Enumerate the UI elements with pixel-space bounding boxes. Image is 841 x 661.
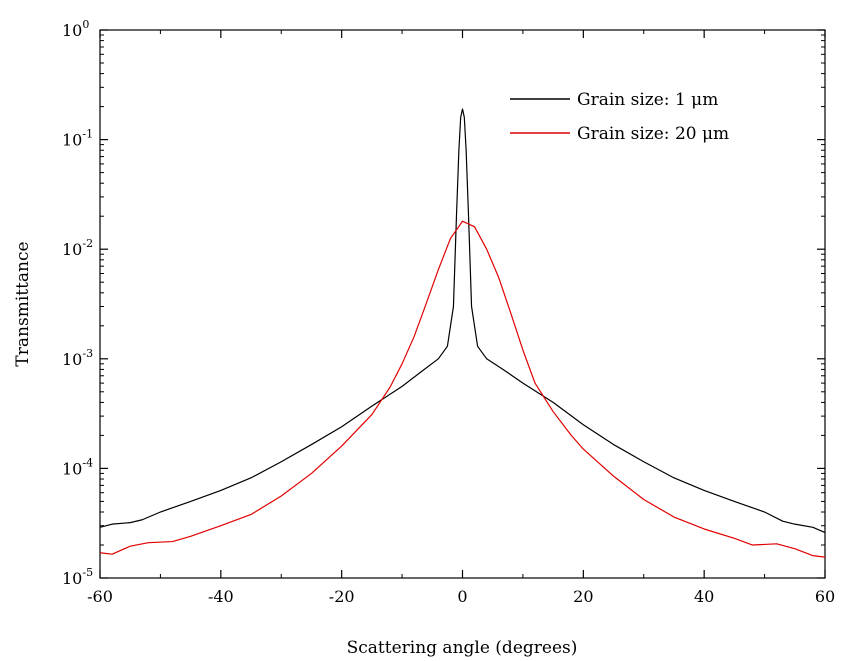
y-axis: 10-5 10-4 10-3 10-2 10-1 100 <box>62 18 825 588</box>
x-tick-label: 60 <box>815 587 835 606</box>
y-tick-label: 10-1 <box>62 128 93 150</box>
legend-label: Grain size: 20 μm <box>577 124 729 144</box>
series-line-grain-20um <box>99 220 826 558</box>
x-axis: -60 -40 -20 0 20 40 60 <box>87 30 835 606</box>
x-tick-label: -20 <box>329 587 355 606</box>
y-tick-label: 10-3 <box>62 347 93 369</box>
y-tick-label: 10-5 <box>62 566 93 588</box>
x-tick-label: -40 <box>208 587 234 606</box>
legend: Grain size: 1 μm Grain size: 20 μm <box>510 90 729 144</box>
legend-label: Grain size: 1 μm <box>577 90 718 110</box>
y-axis-title: Transmittance <box>13 241 33 366</box>
plot-area <box>99 29 826 579</box>
series-layer <box>99 108 826 558</box>
x-tick-label: 20 <box>573 587 593 606</box>
x-tick-label: 0 <box>457 587 467 606</box>
x-tick-label: -60 <box>87 587 113 606</box>
y-tick-label: 10-4 <box>62 456 93 478</box>
series-line-grain-1um <box>99 108 826 534</box>
y-tick-label: 100 <box>62 18 89 40</box>
y-tick-label: 10-2 <box>62 237 93 259</box>
x-tick-label: 40 <box>694 587 714 606</box>
x-axis-title: Scattering angle (degrees) <box>347 638 578 658</box>
